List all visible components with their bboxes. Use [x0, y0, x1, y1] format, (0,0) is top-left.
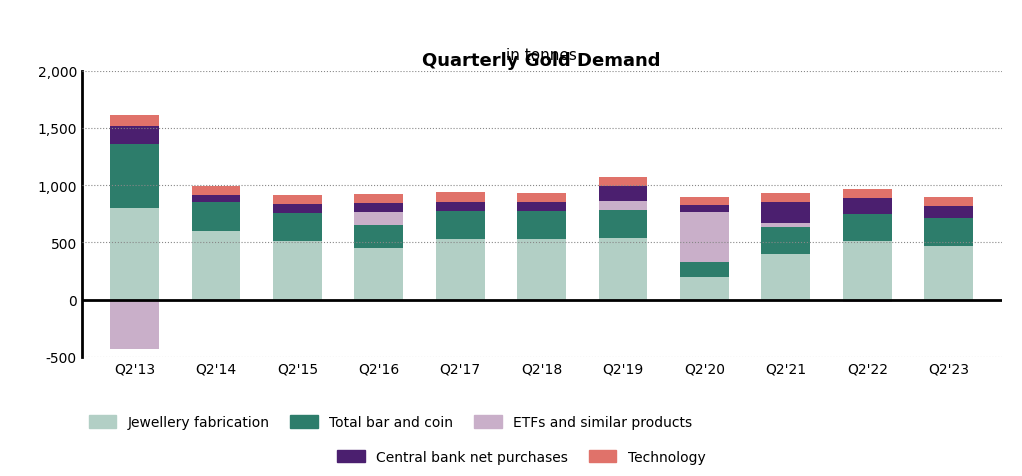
Bar — [599, 178, 648, 187]
Bar — [517, 194, 566, 203]
Bar — [435, 211, 484, 239]
Bar — [110, 208, 159, 300]
Bar — [680, 263, 729, 278]
Bar — [110, 300, 159, 349]
Bar — [761, 224, 810, 228]
Bar — [599, 211, 648, 238]
Bar — [843, 300, 891, 303]
Bar — [355, 226, 404, 248]
Bar — [435, 202, 484, 211]
Bar — [761, 255, 810, 300]
Bar — [599, 187, 648, 202]
Bar — [843, 199, 891, 215]
Bar — [273, 242, 322, 300]
Bar — [843, 189, 891, 199]
Legend: Central bank net purchases, Technology: Central bank net purchases, Technology — [337, 450, 705, 464]
Bar — [517, 212, 566, 239]
Bar — [192, 300, 240, 301]
Bar — [192, 203, 240, 231]
Bar — [517, 239, 566, 300]
Bar — [517, 300, 566, 301]
Text: in tonnes: in tonnes — [506, 48, 577, 63]
Bar — [110, 145, 159, 208]
Bar — [110, 115, 159, 127]
Bar — [355, 195, 404, 204]
Bar — [273, 205, 322, 213]
Bar — [680, 278, 729, 300]
Bar — [435, 300, 484, 301]
Bar — [843, 242, 891, 300]
Bar — [273, 213, 322, 242]
Bar — [355, 204, 404, 212]
Bar — [843, 215, 891, 242]
Bar — [110, 127, 159, 145]
Bar — [435, 193, 484, 202]
Bar — [273, 196, 322, 205]
Bar — [435, 239, 484, 300]
Bar — [680, 212, 729, 263]
Bar — [599, 202, 648, 211]
Bar — [761, 194, 810, 203]
Bar — [924, 219, 973, 246]
Bar — [924, 246, 973, 300]
Bar — [761, 203, 810, 224]
Bar — [680, 206, 729, 212]
Bar — [355, 212, 404, 226]
Bar — [761, 228, 810, 255]
Bar — [273, 300, 322, 302]
Title: Quarterly Gold Demand: Quarterly Gold Demand — [422, 52, 661, 70]
Bar — [192, 195, 240, 203]
Bar — [192, 186, 240, 195]
Bar — [680, 198, 729, 206]
Bar — [517, 203, 566, 212]
Bar — [192, 231, 240, 300]
Bar — [924, 300, 973, 301]
Bar — [924, 207, 973, 219]
Bar — [355, 248, 404, 300]
Bar — [924, 198, 973, 207]
Bar — [599, 238, 648, 300]
